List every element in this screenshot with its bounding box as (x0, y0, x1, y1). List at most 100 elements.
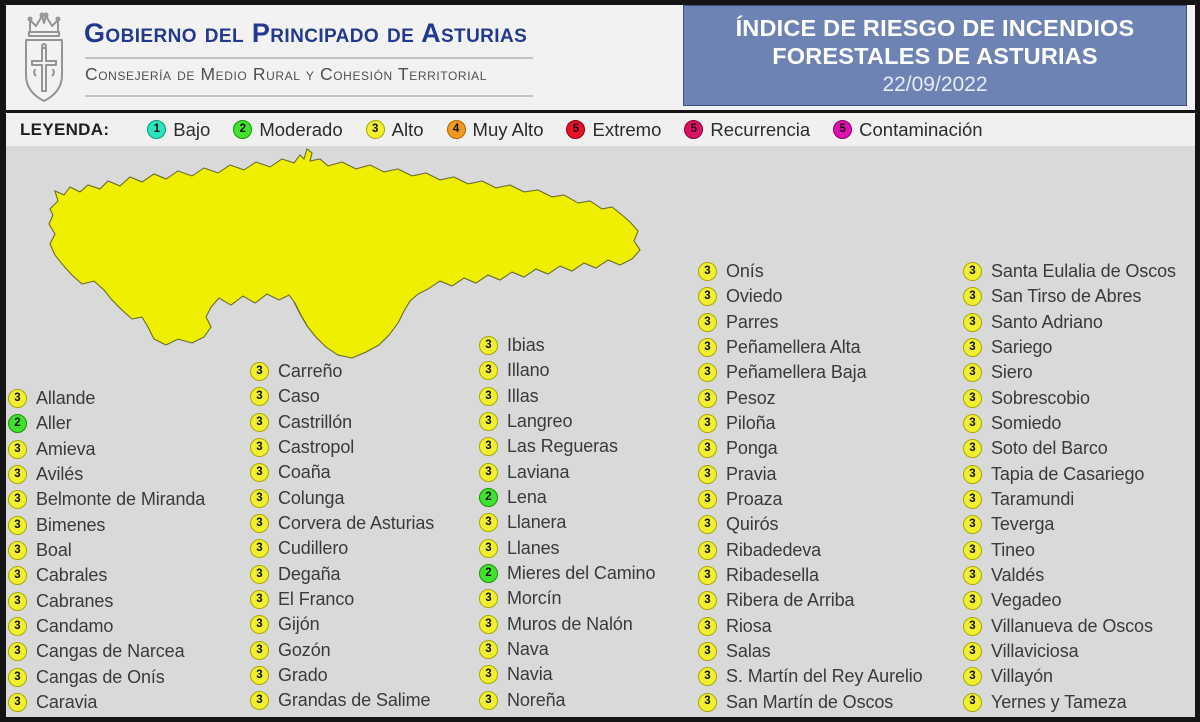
risk-level-3-badge: 3 (250, 412, 269, 432)
risk-level-3-badge: 3 (479, 386, 498, 406)
municipality-name: Teverga (991, 514, 1055, 535)
risk-level-3-badge: 3 (365, 120, 385, 139)
asturias-coat-of-arms-icon (25, 12, 63, 102)
municipality-row: 3 Allande (8, 386, 205, 411)
municipality-row: 3 Soto del Barco (963, 436, 1176, 461)
risk-level-3-badge: 3 (698, 591, 717, 611)
municipality-name: Illas (507, 385, 539, 406)
municipality-row: 3 Peñamellera Alta (698, 335, 923, 360)
risk-level-3-badge: 3 (479, 513, 498, 533)
municipality-row: 3 Cabranes (8, 589, 205, 614)
municipality-row: 3 Villayón (963, 664, 1176, 689)
municipality-name: Allande (36, 388, 96, 409)
risk-level-3-badge: 3 (698, 566, 717, 586)
municipality-name: Soto del Barco (991, 438, 1108, 459)
municipality-row: 3 Peñamellera Baja (698, 360, 923, 385)
legend-label: Muy Alto (472, 118, 544, 140)
risk-level-3-badge: 3 (963, 540, 982, 560)
department-title: Consejería de Medio Rural y Cohesión Ter… (85, 64, 488, 84)
municipality-row: 3 Caso (250, 384, 434, 409)
municipality-name: Pesoz (726, 387, 776, 408)
municipality-name: Ribadesella (726, 565, 819, 586)
risk-level-3-badge: 3 (698, 338, 717, 358)
municipality-row: 3 Bimenes (8, 513, 205, 538)
municipality-name: Gozón (278, 639, 331, 660)
risk-level-3-badge: 3 (250, 387, 269, 407)
municipality-row: 3 Grado (250, 663, 434, 688)
risk-level-3-badge: 3 (698, 414, 717, 434)
risk-level-3-badge: 3 (8, 389, 27, 409)
municipality-name: Llanes (507, 537, 560, 558)
municipality-name: Parres (726, 311, 779, 332)
municipality-name: Muros de Nalón (507, 613, 633, 634)
municipality-name: Colunga (278, 487, 345, 508)
municipality-name: Grado (278, 665, 328, 686)
municipality-name: Morcín (507, 588, 562, 609)
municipality-name: Cangas de Narcea (36, 641, 185, 662)
municipality-name: Degaña (278, 563, 341, 584)
municipality-row: 3 Avilés (8, 462, 205, 487)
municipality-name: Onís (726, 261, 764, 282)
municipality-name: El Franco (278, 589, 355, 610)
municipality-name: Siero (991, 362, 1033, 383)
municipality-row: 3 Carreño (250, 359, 434, 384)
government-title: Gobierno del Principado de Asturias (84, 18, 528, 48)
risk-level-3-badge: 3 (8, 693, 27, 713)
risk-level-3-badge: 3 (250, 615, 269, 635)
municipality-name: Langreo (507, 411, 573, 432)
municipality-name: Peñamellera Baja (726, 362, 867, 383)
risk-level-3-badge: 3 (963, 414, 982, 434)
risk-level-3-badge: 3 (250, 362, 269, 382)
municipality-row: 3 Boal (8, 538, 205, 563)
municipality-row: 3 Llanes (479, 536, 655, 561)
municipality-name: Piloña (726, 413, 776, 434)
municipality-name: Villanueva de Oscos (991, 615, 1153, 636)
municipality-row: 3 Tapia de Casariego (963, 462, 1176, 487)
municipality-name: Corvera de Asturias (278, 513, 435, 534)
risk-level-3-badge: 3 (250, 539, 269, 559)
municipality-row: 3 Belmonte de Miranda (8, 487, 205, 512)
risk-level-3-badge: 3 (250, 488, 269, 508)
municipality-name: Castropol (278, 437, 355, 458)
risk-level-3-badge: 3 (250, 640, 269, 660)
risk-level-5-badge: 5 (833, 120, 853, 139)
legend-item-extremo: 5 Extremo (566, 119, 661, 141)
risk-level-3-badge: 3 (479, 589, 498, 609)
municipality-row: 3 Santa Eulalia de Oscos (963, 259, 1176, 284)
risk-level-2-badge: 2 (479, 564, 498, 584)
municipality-row: 3 Santo Adriano (963, 310, 1176, 335)
municipality-row: 3 Caravia (8, 690, 205, 715)
municipality-row: 3 Degaña (250, 562, 434, 587)
risk-level-5-badge: 5 (684, 120, 704, 139)
municipality-name: Peñamellera Alta (726, 337, 861, 358)
risk-level-3-badge: 3 (963, 667, 982, 687)
municipality-name: Avilés (36, 464, 84, 485)
municipality-column-2: 3 Carreño 3 Caso 3 Castrillón 3 Castropol 3 Coaña… (250, 359, 434, 714)
municipality-row: 3 S. Martín del Rey Aurelio (698, 664, 923, 689)
municipality-row: 3 Onís (698, 259, 923, 284)
municipality-name: Lena (507, 487, 547, 508)
municipality-row: 3 Morcín (479, 586, 655, 611)
legend-label: Bajo (173, 118, 211, 140)
municipality-name: Vegadeo (991, 590, 1062, 611)
municipality-row: 3 Castropol (250, 435, 434, 460)
risk-level-3-badge: 3 (479, 412, 498, 432)
municipality-name: Salas (726, 641, 771, 662)
legend-items: 1 Bajo 2 Moderado 3 Alto 4 Muy Alto 5 Extremo 5 Rec… (147, 118, 983, 141)
municipality-name: Riosa (726, 615, 772, 636)
municipality-row: 3 Navia (479, 662, 655, 687)
risk-level-3-badge: 3 (8, 617, 27, 637)
municipality-name: Carreño (278, 361, 343, 382)
risk-level-3-badge: 3 (963, 439, 982, 459)
risk-level-3-badge: 3 (479, 614, 498, 634)
risk-level-3-badge: 3 (8, 541, 27, 561)
risk-level-3-badge: 3 (698, 439, 717, 459)
municipality-name: Ribera de Arriba (726, 590, 855, 611)
report-title-box: ÍNDICE DE RIESGO DE INCENDIOS FORESTALES… (683, 5, 1187, 106)
risk-level-3-badge: 3 (250, 514, 269, 534)
municipality-name: Tapia de Casariego (991, 463, 1145, 484)
legend: LEYENDA: 1 Bajo 2 Moderado 3 Alto 4 Muy Alto 5 Ex… (6, 113, 1195, 146)
main-area: 3 Allande 2 Aller 3 Amieva 3 Avilés 3 Belmonte de… (6, 146, 1195, 717)
municipality-name: Cangas de Onís (36, 666, 165, 687)
